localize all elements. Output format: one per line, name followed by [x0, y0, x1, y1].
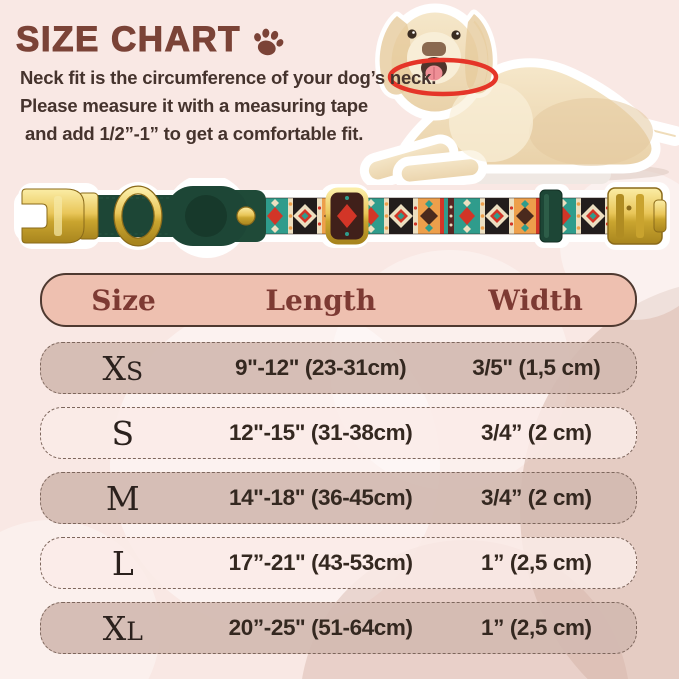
- length-cell: 12"-15" (31-38cm): [228, 420, 413, 445]
- width-cell: 1” (2,5 cm): [481, 615, 592, 640]
- size-cell: S: [111, 413, 135, 453]
- header-length: Length: [265, 283, 377, 317]
- length-cell: 14"-18" (36-45cm): [228, 485, 413, 510]
- side-release-buckle: [21, 188, 99, 244]
- header: SIZE CHART: [15, 19, 285, 60]
- aztec-webbing: [256, 198, 630, 234]
- size-cell: XS: [102, 348, 144, 388]
- width-cell: 3/4” (2 cm): [481, 485, 592, 510]
- length-cell: 17”-21" (43-53cm): [228, 550, 413, 575]
- description-line: Neck fit is the circumference of your do…: [20, 67, 437, 88]
- length-cell: 20”-25" (51-64cm): [228, 615, 413, 640]
- labrador-illustration: [359, 3, 679, 191]
- header-size: Size: [91, 283, 156, 317]
- width-cell: 1” (2,5 cm): [481, 550, 592, 575]
- table-row: XL 20”-25" (51-64cm) 1” (2,5 cm): [40, 602, 637, 654]
- collar-photo: [10, 174, 670, 258]
- page-title: SIZE CHART: [15, 19, 241, 59]
- width-cell: 3/4” (2 cm): [481, 420, 592, 445]
- width-cell: 3/5" (1,5 cm): [472, 355, 601, 380]
- header-width: Width: [488, 283, 583, 317]
- paw-icon: [254, 28, 284, 56]
- table-row: XS 9"-12" (23-31cm) 3/5" (1,5 cm): [40, 342, 637, 394]
- size-cell: M: [105, 478, 140, 518]
- table-row: M 14"-18" (36-45cm) 3/4” (2 cm): [40, 472, 637, 524]
- size-cell: XL: [102, 608, 143, 648]
- keeper-loop: [539, 189, 563, 243]
- table-header-row: Size Length Width: [40, 273, 637, 327]
- airtag-holder: [166, 186, 266, 246]
- table-row: L 17”-21" (43-53cm) 1” (2,5 cm): [40, 537, 637, 589]
- size-cell: L: [111, 543, 134, 583]
- neck-measure-ring: [387, 57, 499, 97]
- dog-photo: [339, 0, 679, 191]
- size-table: Size Length Width XS 9"-12" (23-31cm) 3/5"…: [40, 273, 637, 667]
- gold-slider: [325, 187, 369, 245]
- neck-fit-description: Neck fit is the circumference of your do…: [20, 66, 436, 150]
- collar-illustration: [14, 174, 670, 258]
- table-body: XS 9"-12" (23-31cm) 3/5" (1,5 cm) S 12"-15" …: [40, 342, 637, 654]
- adjuster-buckle: [607, 187, 667, 245]
- leather-strap: [92, 195, 178, 237]
- description-line: and add 1/2”-1” to get a comfortable fit…: [25, 123, 364, 144]
- table-row: S 12"-15" (31-38cm) 3/4” (2 cm): [40, 407, 637, 459]
- length-cell: 9"-12" (23-31cm): [235, 355, 407, 380]
- description-line: Please measure it with a measuring tape: [20, 95, 368, 116]
